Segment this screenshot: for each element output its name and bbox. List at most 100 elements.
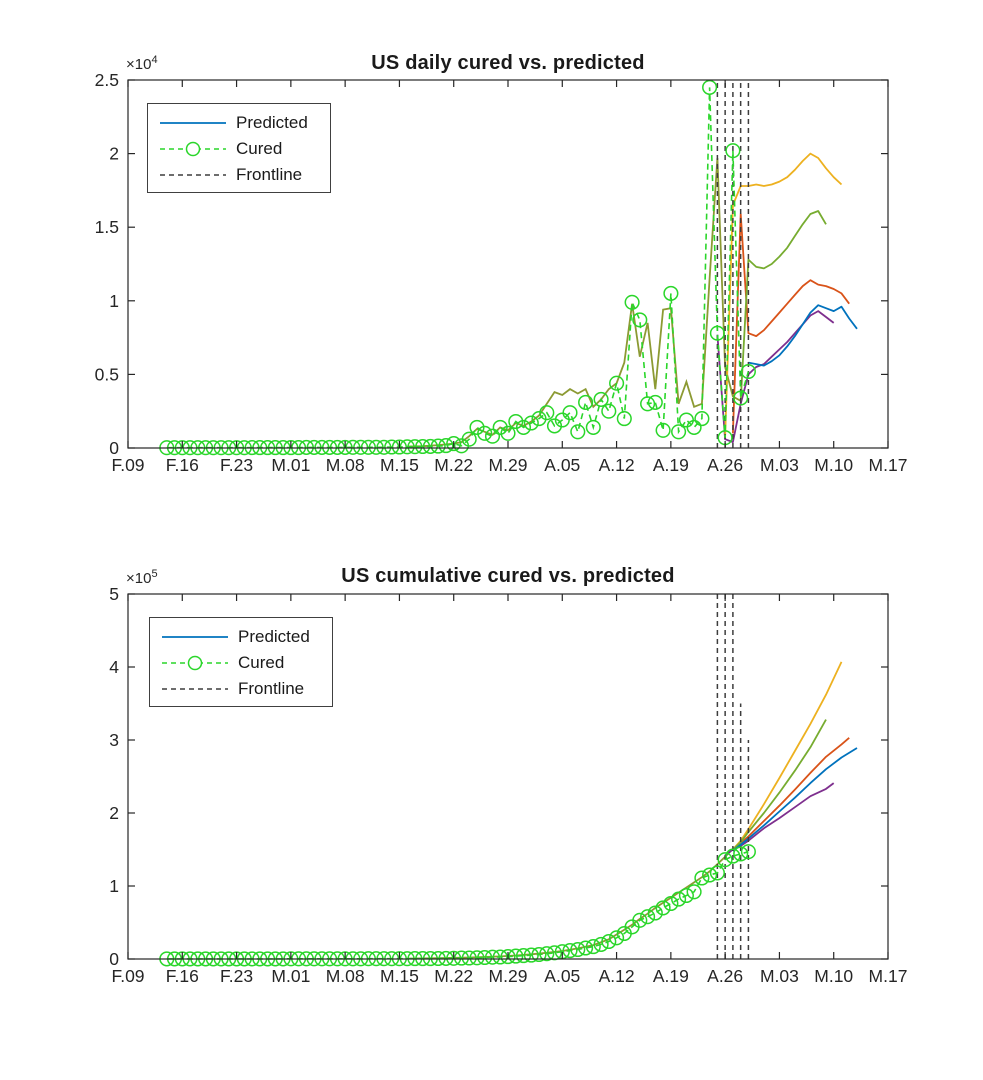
- x-tick-label: M.22: [434, 966, 473, 986]
- cured-marker: [725, 143, 741, 159]
- cured-marker: [647, 905, 663, 921]
- cumulative-legend: Predicted Cured Frontline: [149, 617, 333, 707]
- x-tick-label: M.08: [326, 455, 365, 475]
- cured-marker: [384, 439, 400, 455]
- cured-marker: [508, 413, 524, 430]
- x-tick-label: A.05: [544, 966, 580, 986]
- cured-marker: [469, 950, 485, 966]
- cured-marker: [725, 848, 741, 864]
- cured-marker: [632, 912, 648, 928]
- cured-marker: [469, 419, 485, 435]
- cured-marker: [345, 439, 361, 455]
- x-tick-label: A.26: [707, 966, 743, 986]
- cured-marker: [531, 411, 547, 427]
- cured-marker: [663, 285, 679, 301]
- x-tick-label: M.01: [271, 455, 310, 475]
- cured-marker: [585, 939, 601, 955]
- daily-fitted-line: [407, 157, 742, 448]
- legend-label-cured: Cured: [238, 653, 285, 672]
- cured-line-sample: [160, 654, 230, 672]
- daily-cured-markers: [159, 79, 756, 456]
- cured-marker: [492, 949, 508, 965]
- x-tick-label: M.01: [271, 966, 310, 986]
- y-tick-label: 1: [109, 291, 119, 311]
- daily-frontlines: [716, 80, 750, 448]
- legend-label-frontline: Frontline: [236, 165, 303, 184]
- cured-marker: [678, 412, 694, 428]
- cured-marker: [601, 403, 617, 419]
- cured-marker: [415, 438, 431, 455]
- cured-marker: [585, 419, 601, 435]
- cured-marker: [484, 949, 501, 965]
- cured-marker: [601, 933, 617, 950]
- legend-item-cured: Cured: [158, 136, 330, 162]
- cumulative-fitted-line: [407, 845, 742, 960]
- y-tick-label: 1: [109, 876, 119, 896]
- x-tick-label: M.29: [489, 966, 528, 986]
- cured-marker: [702, 867, 718, 883]
- cured-marker: [671, 891, 687, 907]
- cured-marker: [678, 887, 694, 904]
- cumulative-y-exponent-base: ×10: [126, 570, 152, 587]
- y-tick-label: 4: [109, 657, 119, 677]
- cured-marker: [446, 950, 462, 966]
- legend-item-cured: Cured: [160, 650, 332, 676]
- cured-marker: [353, 439, 369, 455]
- cured-marker: [422, 438, 438, 454]
- cured-marker: [508, 948, 524, 964]
- cured-marker: [733, 390, 749, 406]
- cured-marker: [562, 943, 578, 959]
- cured-marker: [376, 439, 392, 455]
- cured-marker: [570, 424, 586, 440]
- cured-marker: [593, 391, 609, 407]
- cured-marker: [709, 325, 725, 341]
- cured-line-sample: [158, 140, 228, 158]
- x-tick-label: A.19: [653, 455, 689, 475]
- cured-marker: [562, 405, 578, 421]
- x-tick-label: A.05: [544, 455, 580, 475]
- cured-marker: [477, 425, 493, 441]
- cured-marker: [407, 439, 423, 455]
- y-tick-label: 0.5: [95, 364, 119, 384]
- cumulative-prediction-red: [732, 737, 850, 851]
- cured-marker: [570, 941, 586, 958]
- y-tick-label: 2: [109, 803, 119, 823]
- cured-marker: [368, 439, 384, 455]
- cured-marker: [515, 419, 532, 435]
- daily-y-exponent-power: 4: [151, 54, 158, 66]
- x-tick-label: M.03: [760, 966, 799, 986]
- y-tick-label: 0: [109, 949, 119, 969]
- cured-marker: [609, 375, 625, 391]
- cured-marker: [446, 436, 462, 452]
- cured-marker: [523, 415, 539, 431]
- frontline-line-sample: [160, 680, 230, 698]
- legend-label-predicted: Predicted: [238, 627, 310, 646]
- cured-marker: [500, 425, 516, 441]
- x-tick-label: A.19: [653, 966, 689, 986]
- x-tick-label: F.16: [166, 966, 199, 986]
- x-tick-label: M.08: [326, 966, 365, 986]
- x-tick-label: M.10: [814, 966, 853, 986]
- cured-marker: [624, 294, 640, 310]
- daily-prediction-blue: [748, 304, 858, 367]
- cured-marker: [492, 419, 508, 435]
- daily-cured-line: [166, 87, 750, 449]
- cured-marker: [430, 438, 446, 454]
- cumulative-y-exponent-power: 5: [151, 568, 158, 580]
- cured-marker: [609, 930, 625, 946]
- cured-marker: [640, 909, 656, 925]
- cured-marker: [546, 418, 563, 434]
- cured-marker: [360, 439, 376, 455]
- cured-marker: [647, 394, 663, 410]
- cured-marker: [539, 946, 555, 962]
- cured-marker: [717, 852, 733, 868]
- daily-plot: F.09 F.16 F.23 M.01 M.08 M.15 M.22 M.29 A.05 A.12…: [95, 70, 908, 475]
- predicted-line-sample: [158, 114, 228, 132]
- cumulative-frontlines: [716, 594, 750, 959]
- cured-marker: [694, 870, 710, 886]
- cured-marker: [686, 884, 702, 900]
- legend-item-predicted: Predicted: [158, 110, 330, 136]
- x-tick-label: F.09: [111, 455, 144, 475]
